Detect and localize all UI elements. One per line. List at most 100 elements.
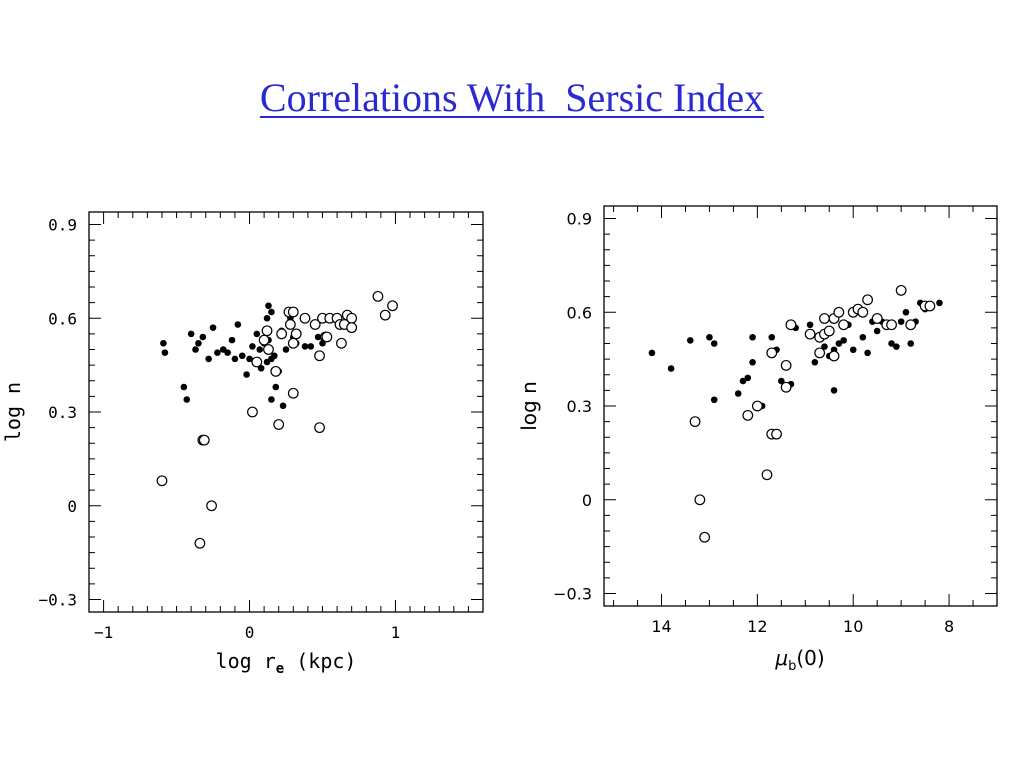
data-point-filled: [263, 358, 271, 366]
data-point-filled: [192, 346, 199, 353]
data-point-filled: [249, 343, 256, 350]
data-point-filled: [205, 355, 212, 363]
data-point-open: [372, 290, 384, 302]
data-point-open: [263, 344, 274, 355]
data-point-open: [819, 313, 830, 324]
data-point-open: [694, 494, 706, 506]
data-point-filled: [821, 343, 828, 350]
data-point-filled: [768, 333, 776, 341]
data-point-filled: [873, 327, 881, 335]
slide-title: Correlations With Sersic Index: [259, 75, 765, 120]
data-point-open: [862, 294, 873, 306]
data-point-open: [287, 337, 299, 349]
y-tick-label: 0.3: [567, 397, 592, 416]
x-axis-label: log re (kpc): [216, 649, 357, 677]
data-point-filled: [209, 324, 217, 331]
data-point-open: [273, 419, 285, 430]
data-point-filled: [667, 365, 675, 372]
x-tick-label: 12: [747, 617, 767, 636]
data-point-open: [828, 350, 840, 362]
data-point-filled: [263, 314, 271, 322]
data-point-filled: [907, 340, 915, 347]
data-point-filled: [183, 396, 191, 403]
data-point-filled: [246, 355, 253, 363]
data-point-filled: [160, 339, 167, 347]
data-point-filled: [234, 321, 242, 328]
data-point-open: [261, 325, 273, 337]
y-axis-label: log n: [517, 381, 541, 431]
y-axis-label: log n: [1, 382, 25, 442]
data-point-open: [198, 434, 210, 446]
data-point-filled: [749, 333, 756, 341]
data-point-filled: [279, 402, 287, 410]
data-point-filled: [744, 374, 752, 382]
y-tick-label: 0.3: [48, 403, 77, 422]
data-point-open: [270, 365, 282, 377]
data-point-open: [771, 428, 782, 440]
data-point-filled: [648, 349, 656, 357]
data-point-filled: [195, 339, 202, 347]
data-point-filled: [161, 349, 169, 356]
data-point-filled: [936, 299, 943, 307]
data-point-filled: [835, 340, 843, 347]
data-point-open: [924, 300, 936, 312]
y-tick-label: 0.9: [48, 216, 77, 235]
x-tick-label: 8: [944, 617, 954, 636]
data-point-filled: [187, 330, 195, 338]
data-point-filled: [271, 352, 278, 360]
data-point-filled: [231, 355, 239, 363]
data-point-filled: [228, 336, 236, 344]
data-point-open: [742, 409, 754, 421]
data-point-filled: [268, 308, 275, 316]
data-point-filled: [199, 333, 207, 341]
data-point-open: [194, 537, 206, 549]
y-tick-label: 0: [582, 491, 592, 510]
data-point-open: [857, 306, 869, 318]
data-point-filled: [749, 358, 756, 366]
data-point-open: [814, 347, 826, 359]
x-axis-label: μb(0): [774, 646, 824, 674]
data-point-filled: [840, 337, 847, 344]
x-tick-label: 14: [651, 617, 671, 636]
data-point-open: [287, 306, 299, 318]
data-point-open: [766, 347, 778, 359]
y-tick-label: 0.9: [567, 210, 592, 229]
data-point-open: [156, 475, 168, 487]
data-point-filled: [778, 377, 785, 385]
data-point-filled: [238, 352, 246, 360]
data-point-filled: [224, 349, 231, 356]
data-point-filled: [888, 340, 895, 347]
data-point-open: [299, 312, 311, 324]
plot-frame: [603, 205, 998, 607]
data-point-filled: [897, 318, 905, 325]
data-point-open: [284, 319, 296, 330]
data-point-open: [309, 319, 321, 330]
data-point-filled: [307, 343, 315, 350]
data-point-open: [346, 322, 358, 334]
data-point-open: [804, 328, 816, 340]
data-point-open: [886, 319, 897, 331]
y-tick-label: 0.6: [567, 303, 592, 322]
data-point-open: [780, 381, 792, 393]
x-tick-label: 10: [843, 617, 863, 636]
data-point-open: [247, 406, 258, 418]
data-point-open: [379, 309, 391, 321]
data-point-open: [290, 328, 302, 340]
chart-left-sersic-vs-radius: −0.3 0 0.3 0.6 0.9 −1 0 1 log n log re (kpc): [1, 211, 484, 677]
data-point-filled: [849, 346, 857, 354]
y-tick-label: 0: [67, 497, 77, 516]
x-tick-label: −1: [94, 623, 113, 642]
data-point-filled: [686, 337, 694, 344]
data-point-filled: [893, 343, 900, 350]
data-point-filled: [710, 340, 718, 347]
data-point-filled: [811, 358, 819, 366]
data-point-open: [823, 325, 835, 337]
data-point-filled: [706, 333, 713, 341]
data-point-filled: [301, 343, 309, 350]
data-point-open: [838, 319, 850, 331]
x-tick-label: 1: [391, 623, 401, 642]
data-point-filled: [265, 302, 272, 310]
data-point-open: [206, 500, 217, 512]
data-point-open: [871, 313, 883, 324]
data-point-filled: [282, 346, 290, 353]
